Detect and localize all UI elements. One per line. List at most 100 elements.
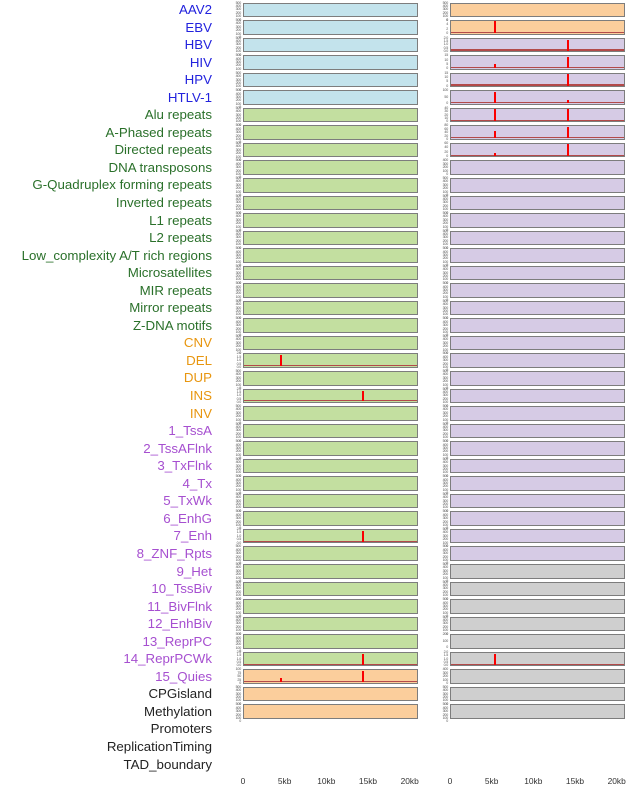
peak-bar [567,39,570,51]
track-panel[interactable] [450,20,625,35]
track-panel[interactable] [243,686,418,702]
track-panel[interactable] [243,546,418,561]
track-panel[interactable] [243,353,418,368]
track-panel[interactable] [243,441,418,456]
track-panel[interactable] [450,406,625,421]
track-panel[interactable] [243,370,418,386]
track-panel[interactable] [243,651,418,667]
y-tick-label: 300 [235,586,242,591]
track-panel[interactable] [243,160,418,175]
track-panel[interactable] [243,2,418,18]
track-panel[interactable] [243,37,418,53]
track-panel[interactable] [243,55,418,70]
track-panel[interactable] [450,476,625,491]
track-panel[interactable] [243,265,418,281]
track-panel[interactable] [450,704,625,719]
track-panel[interactable] [450,248,625,263]
track-panel[interactable] [243,406,418,421]
track-panel[interactable] [450,160,625,175]
track-panel[interactable] [450,177,625,193]
y-tick-label: 300 [235,112,242,117]
track-panel[interactable] [450,335,625,351]
track-panel[interactable] [243,476,418,491]
track-panel[interactable] [243,599,418,614]
track-panel[interactable] [450,90,625,105]
track-panel[interactable] [243,90,418,105]
track-panel[interactable] [450,370,625,386]
track-panel[interactable] [450,265,625,281]
track-panel[interactable] [450,300,625,316]
y-tick-label: 500 [235,281,242,286]
track-panel[interactable] [450,353,625,368]
track-panel[interactable] [243,388,418,404]
track-panel[interactable] [450,283,625,298]
track-panel[interactable] [243,230,418,246]
track-panel[interactable] [450,458,625,474]
track-panel[interactable] [450,441,625,456]
track-panel[interactable] [450,528,625,544]
track-panel[interactable] [243,528,418,544]
track-panel[interactable] [450,230,625,246]
track-panel[interactable] [243,581,418,597]
track-panel[interactable] [450,493,625,509]
track-panel[interactable] [243,213,418,228]
track-panel[interactable] [450,72,625,88]
y-tick-label: 400 [442,158,449,163]
track-panel[interactable] [243,177,418,193]
track-panel[interactable] [243,107,418,123]
y-axis-ticks: 500 400 300 200 100 0 [429,229,449,250]
track-panel[interactable] [450,142,625,158]
track-panel[interactable] [243,335,418,351]
track-panel[interactable] [450,318,625,333]
track-panel[interactable] [450,195,625,211]
track-panel[interactable] [243,704,418,719]
track-panel[interactable] [450,616,625,632]
track-panel[interactable] [243,195,418,211]
y-tick-label: 300 [235,340,242,345]
track-panel[interactable] [243,458,418,474]
y-tick-label: 300 [235,428,242,433]
track-panel[interactable] [243,634,418,649]
track-panel[interactable] [243,142,418,158]
track-panel[interactable] [450,564,625,579]
track-panel[interactable] [243,300,418,316]
track-panel[interactable] [243,318,418,333]
track-panel[interactable] [450,107,625,123]
y-tick-label: 500 [442,351,449,356]
track-panel[interactable] [450,651,625,667]
track-panel[interactable] [450,2,625,18]
y-tick-label: 100 [442,400,449,405]
y-tick-label: 100 [442,207,449,212]
track-panel[interactable] [450,125,625,140]
y-tick-label: 200 [235,309,242,314]
track-panel[interactable] [450,546,625,561]
track-row: 500 400 300 200 100 [222,53,418,72]
track-panel[interactable] [243,669,418,684]
track-panel[interactable] [450,686,625,702]
track-panel[interactable] [450,388,625,404]
track-panel[interactable] [450,37,625,53]
track-panel[interactable] [450,599,625,614]
track-panel[interactable] [450,423,625,439]
y-axis-ticks: 500 400 300 200 100 0 [222,141,242,162]
y-tick-label: 200 [235,607,242,612]
y-tick-label: 0 [239,280,241,285]
track-panel[interactable] [243,283,418,298]
track-panel[interactable] [243,20,418,35]
track-panel[interactable] [450,511,625,526]
track-panel[interactable] [243,564,418,579]
track-panel[interactable] [243,423,418,439]
track-panel[interactable] [450,213,625,228]
track-panel[interactable] [450,669,625,684]
track-panel[interactable] [243,72,418,88]
track-panel[interactable] [243,248,418,263]
y-tick-label: 400 [442,425,449,430]
track-panel[interactable] [450,55,625,70]
track-panel[interactable] [243,493,418,509]
track-panel[interactable] [450,581,625,597]
track-panel[interactable] [243,616,418,632]
track-panel[interactable] [243,511,418,526]
y-axis-ticks: 500 400 300 200 100 0 [429,702,449,723]
track-panel[interactable] [450,634,625,649]
track-panel[interactable] [243,125,418,140]
